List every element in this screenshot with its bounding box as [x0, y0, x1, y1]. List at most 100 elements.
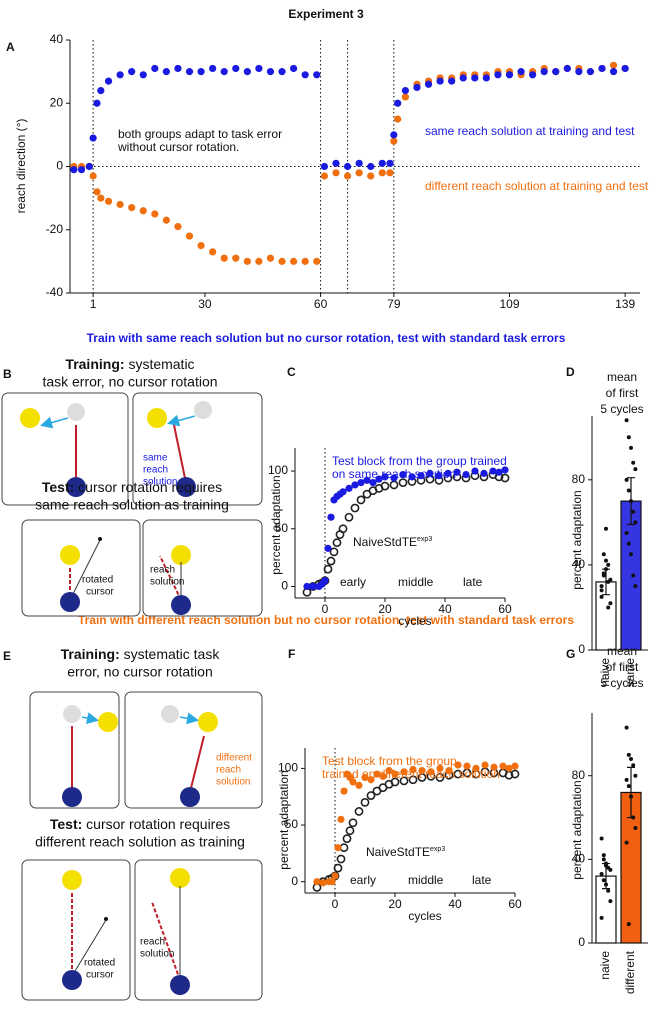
training-line: error, no cursor rotation	[67, 664, 213, 680]
box	[21, 859, 131, 1001]
note: solution	[143, 477, 177, 488]
data-point	[391, 770, 399, 778]
data-point	[599, 588, 604, 593]
data-point	[399, 776, 409, 786]
chart-title: 5 cycles	[600, 402, 643, 416]
target	[60, 545, 80, 565]
data-point	[367, 172, 375, 180]
data-point	[626, 922, 631, 927]
data-point	[355, 781, 363, 789]
diagram-e: Training: systematic task error, no curs…	[21, 646, 263, 1001]
test-text: Test: cursor rotation requires	[50, 816, 230, 832]
x-tick-label: 109	[499, 297, 519, 311]
data-point	[511, 762, 519, 770]
data-point	[426, 469, 434, 477]
target-gray	[161, 705, 179, 723]
error-bar	[627, 477, 635, 526]
start	[176, 477, 196, 497]
annotation-text: middle	[398, 575, 434, 589]
data-point	[367, 776, 375, 784]
y-tick-label: -20	[46, 222, 64, 236]
data-point	[606, 605, 611, 610]
data-point	[552, 68, 560, 76]
data-point	[601, 857, 606, 862]
data-point	[436, 77, 444, 85]
data-point	[609, 68, 618, 76]
data-point	[232, 254, 240, 262]
data-point	[185, 232, 194, 240]
y-axis-label: percent adaptation	[570, 490, 584, 589]
arrow	[81, 712, 99, 724]
data-point	[510, 769, 520, 779]
data-point	[599, 915, 604, 920]
data-point	[232, 64, 240, 73]
data-point	[197, 68, 205, 76]
data-point	[390, 474, 398, 482]
annotation-sup: exp3	[417, 536, 432, 543]
diagram-b: Training: systematic task error, no curs…	[1, 356, 263, 617]
data-point	[390, 137, 398, 145]
data-point	[472, 764, 480, 772]
cursor	[98, 537, 102, 541]
data-point	[174, 64, 182, 73]
data-point	[348, 818, 358, 828]
data-point	[633, 467, 638, 472]
data-point	[116, 200, 124, 209]
data-point	[427, 768, 435, 776]
data-point	[629, 757, 633, 761]
data-point	[633, 584, 638, 589]
data-point	[448, 77, 456, 85]
data-point	[93, 188, 101, 196]
data-point	[606, 562, 611, 567]
data-point	[540, 68, 548, 76]
arrow	[167, 414, 196, 427]
data-point	[626, 541, 631, 546]
y-tick-label: 0	[281, 579, 288, 593]
data-point	[343, 172, 352, 180]
data-point	[343, 162, 352, 171]
data-point	[303, 582, 311, 591]
data-point	[332, 538, 342, 548]
data-point	[445, 767, 453, 775]
note: solution	[140, 949, 174, 960]
data-point	[563, 64, 571, 73]
data-point	[320, 162, 329, 171]
test-line: cursor rotation requires	[78, 479, 222, 495]
annotation-text: middle	[408, 873, 444, 887]
data-point	[624, 725, 629, 730]
cursor	[104, 917, 108, 921]
data-point	[369, 479, 377, 487]
y-tick-label: 50	[275, 521, 289, 535]
data-point	[601, 552, 606, 557]
data-point	[624, 418, 629, 423]
cursor-line	[71, 919, 107, 977]
chart-title: of first	[606, 660, 639, 674]
data-point	[278, 68, 286, 76]
data-point	[339, 488, 347, 496]
annotation: late	[463, 575, 483, 589]
data-point	[624, 477, 629, 482]
annotation: without cursor rotation.	[117, 140, 239, 154]
data-point	[220, 254, 228, 262]
target	[171, 545, 191, 565]
data-point	[424, 80, 433, 88]
panel-label: C	[287, 365, 296, 379]
error-bar	[627, 766, 635, 819]
y-tick-label: 40	[50, 32, 64, 46]
annotation: Test block from the group	[322, 754, 457, 768]
data-point	[626, 784, 631, 789]
data-point	[435, 472, 443, 480]
section-heading: Train with different reach solution but …	[78, 613, 574, 627]
data-point	[97, 194, 105, 202]
x-tick-label: 79	[387, 297, 401, 311]
chart-title: of first	[606, 386, 639, 400]
box	[134, 859, 263, 1001]
data-point	[626, 488, 631, 493]
data-point	[301, 257, 309, 265]
start	[171, 595, 191, 615]
error-bar	[602, 568, 610, 596]
data-point	[444, 469, 452, 477]
data-point	[162, 216, 170, 224]
data-point	[453, 468, 461, 476]
